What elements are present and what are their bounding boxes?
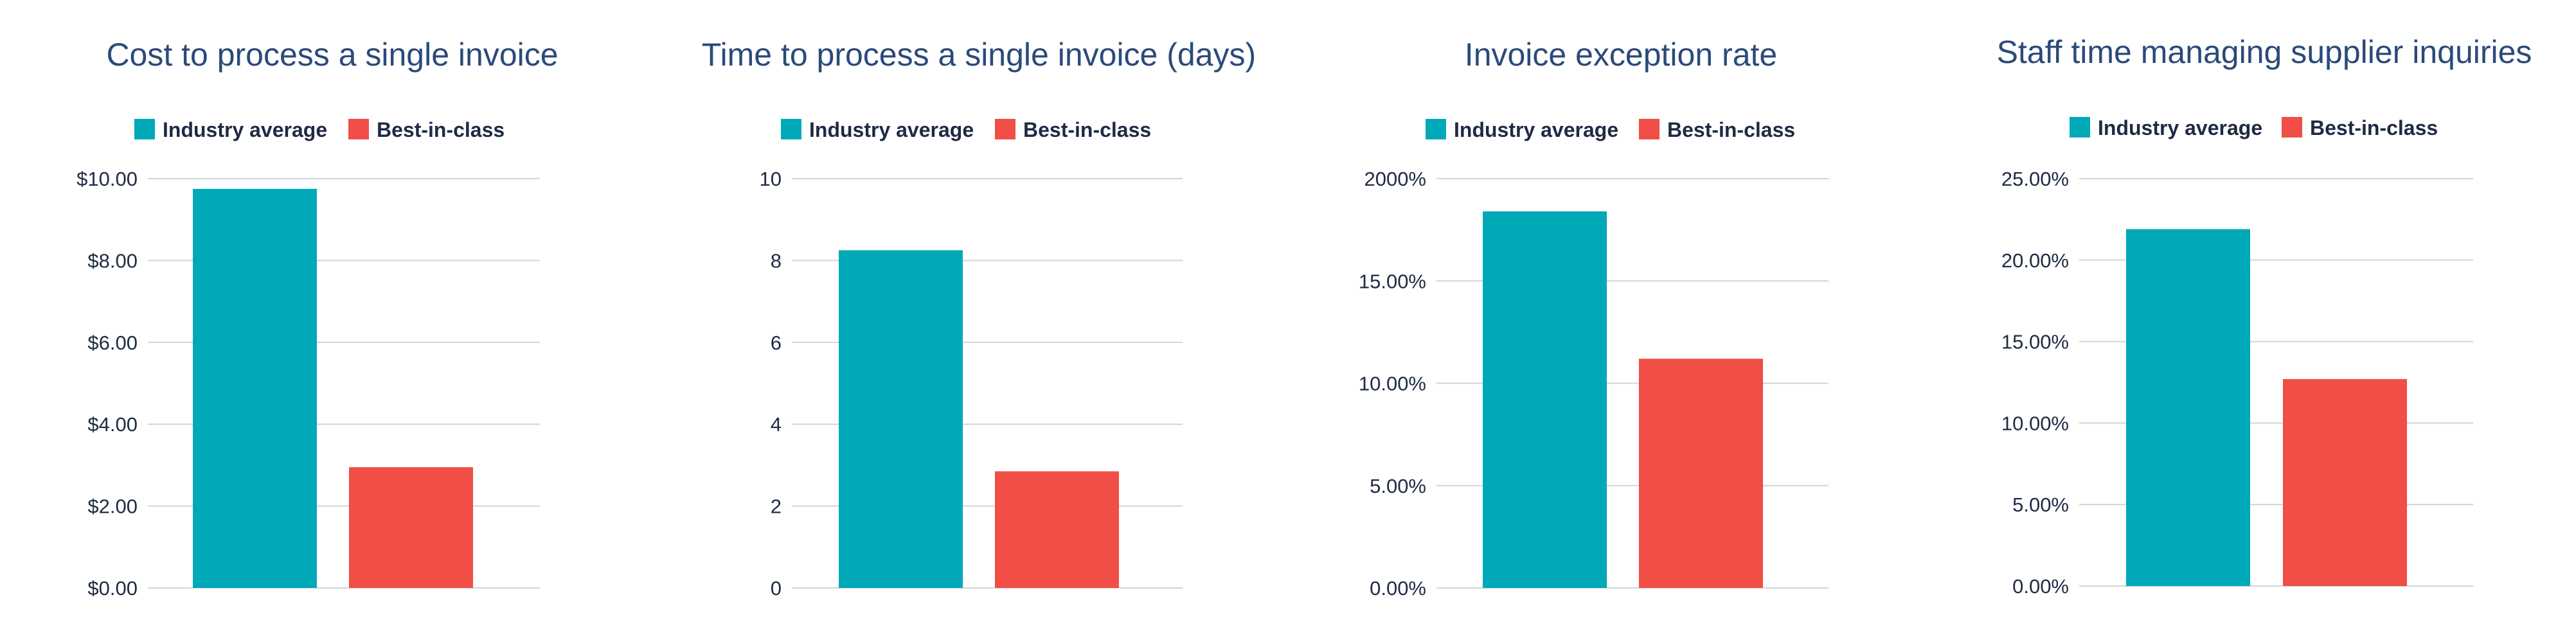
y-tick-label: $4.00	[87, 413, 138, 436]
legend-swatch-industry-average	[1426, 119, 1446, 139]
chart-panel-2: Time to process a single invoice (days) I…	[702, 37, 1256, 600]
chart-title: Staff time managing supplier inquiries	[1997, 34, 2532, 70]
y-tick-label: $8.00	[87, 249, 138, 272]
legend-swatch-best-in-class	[2282, 117, 2302, 138]
y-tick-label: 0.00%	[1370, 577, 1426, 600]
y-tick-label: 6	[771, 332, 782, 354]
y-tick-label: $10.00	[76, 168, 138, 190]
legend-swatch-industry-average	[2070, 117, 2090, 138]
chart-title: Cost to process a single invoice	[106, 37, 558, 73]
y-tick-label: 5.00%	[1370, 475, 1426, 497]
legend-label-industry-average: Industry average	[2098, 116, 2262, 139]
legend-label-industry-average: Industry average	[809, 118, 974, 141]
y-tick-label: 20.00%	[2001, 249, 2069, 272]
y-tick-label: $6.00	[87, 332, 138, 354]
bar-industry-average	[839, 250, 963, 589]
chart-panel-4: Staff time managing supplier inquiries In…	[1997, 34, 2532, 598]
y-tick-label: 25.00%	[2001, 168, 2069, 190]
legend-label-best-in-class: Best-in-class	[1667, 118, 1795, 141]
y-tick-label: 0.00%	[2012, 575, 2069, 598]
y-tick-label: 10.00%	[1359, 373, 1426, 395]
legend-swatch-best-in-class	[348, 119, 369, 139]
y-tick-label: 2	[771, 495, 782, 518]
bar-industry-average	[193, 188, 317, 588]
legend-swatch-industry-average	[781, 119, 801, 139]
y-tick-label: $0.00	[87, 577, 138, 600]
legend-label-industry-average: Industry average	[1454, 118, 1618, 141]
legend-label-best-in-class: Best-in-class	[1023, 118, 1151, 141]
y-tick-label: 5.00%	[2012, 493, 2069, 516]
legend-label-industry-average: Industry average	[163, 118, 327, 141]
legend-label-best-in-class: Best-in-class	[2310, 116, 2438, 139]
legend-swatch-best-in-class	[1639, 119, 1659, 139]
y-tick-label: $2.00	[87, 495, 138, 518]
y-tick-label: 10	[760, 168, 782, 190]
bar-best-in-class	[1639, 359, 1763, 588]
bar-best-in-class	[349, 467, 473, 588]
legend-label-best-in-class: Best-in-class	[377, 118, 505, 141]
chart-panel-1: Cost to process a single invoice Industry…	[76, 37, 558, 600]
y-tick-label: 0	[771, 577, 782, 600]
chart-panel-3: Invoice exception rate Industry average Be…	[1359, 37, 1829, 600]
legend-swatch-industry-average	[134, 119, 155, 139]
chart-title: Invoice exception rate	[1465, 37, 1777, 73]
y-tick-label: 15.00%	[2001, 331, 2069, 353]
y-tick-label: 8	[771, 249, 782, 272]
bar-industry-average	[2126, 229, 2250, 587]
bar-best-in-class	[995, 471, 1119, 588]
legend-swatch-best-in-class	[995, 119, 1015, 139]
y-tick-label: 2000%	[1364, 168, 1426, 190]
chart-title: Time to process a single invoice (days)	[702, 37, 1256, 73]
y-tick-label: 10.00%	[2001, 412, 2069, 434]
bar-industry-average	[1483, 211, 1607, 589]
y-tick-label: 15.00%	[1359, 270, 1426, 292]
y-tick-label: 4	[771, 413, 782, 436]
bar-best-in-class	[2283, 378, 2407, 586]
